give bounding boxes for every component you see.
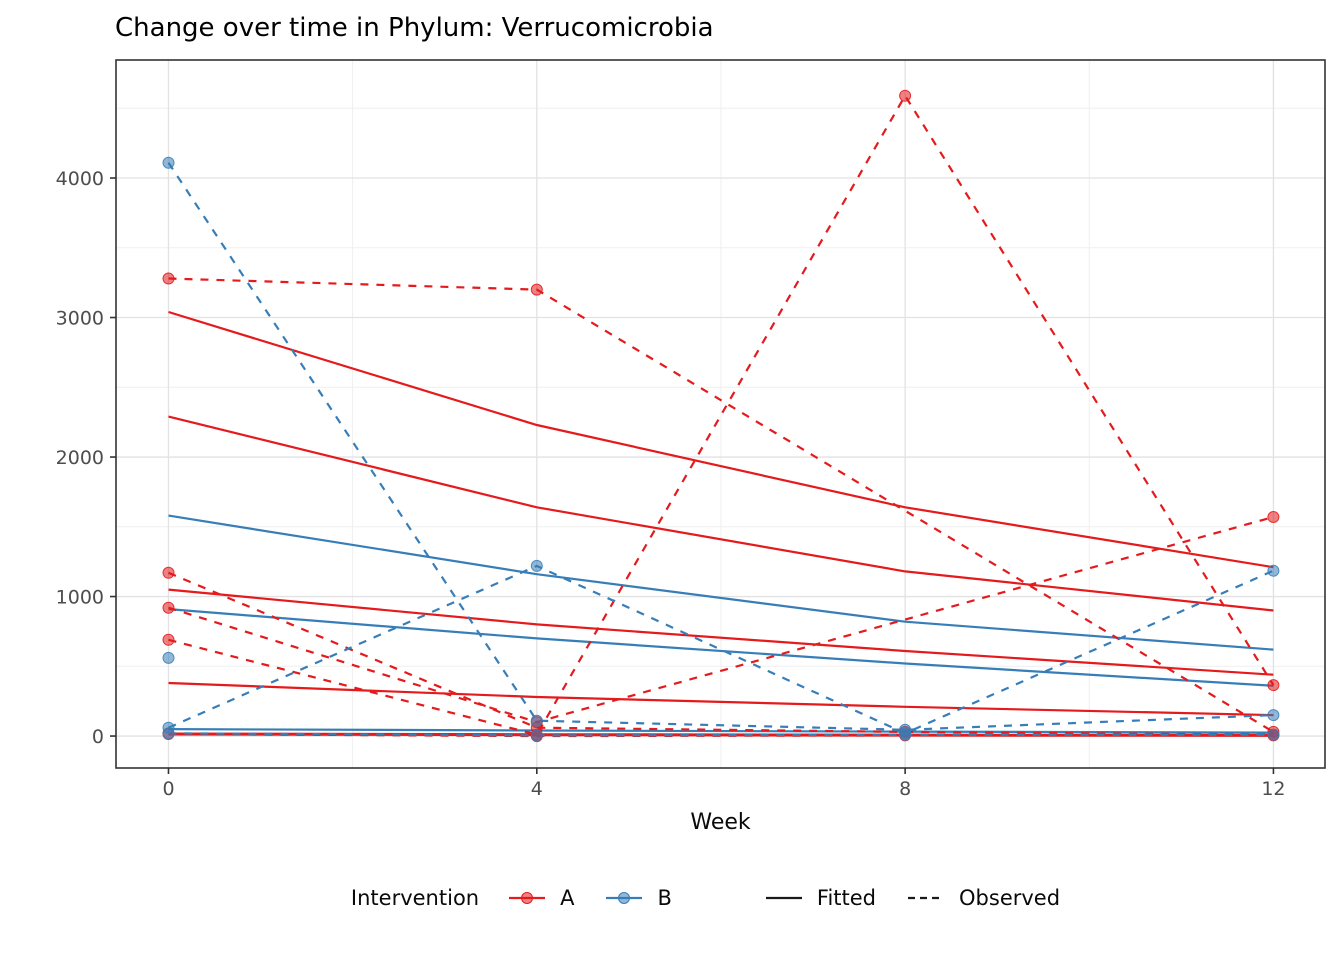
legend-key-observed — [908, 896, 945, 900]
data-point-B — [162, 651, 175, 664]
y-tick-label: 4000 — [56, 168, 104, 190]
legend-item-linetype-observed: Observed — [906, 886, 1090, 910]
series-line-fitted-A — [168, 415, 1274, 612]
data-point-B — [899, 728, 912, 741]
data-point-B — [1267, 564, 1280, 577]
y-tick-label: 0 — [92, 726, 104, 748]
plot-area: 0 4 8 12 0 1000 2000 3000 4000 — [56, 59, 1326, 800]
data-point-A — [162, 566, 175, 579]
panel-border — [115, 59, 1326, 769]
data-point-B — [162, 727, 175, 740]
x-axis-title: Week — [690, 810, 751, 835]
data-point-B — [530, 714, 543, 727]
data-point-A — [162, 601, 175, 614]
series-line-observed-B — [167, 162, 1274, 731]
data-point-A — [1267, 679, 1280, 692]
series-line-fitted-A — [168, 588, 1274, 676]
legend-item-linetype-fitted: Fitted — [764, 886, 906, 910]
data-point-A — [1267, 511, 1280, 523]
series-line-fitted-A — [168, 310, 1274, 569]
y-tick-label: 2000 — [56, 447, 104, 469]
series-line-fitted-B — [168, 608, 1274, 687]
x-tick-label: 12 — [1261, 778, 1285, 800]
data-point-B — [530, 729, 543, 742]
legend-key-B — [606, 892, 643, 904]
data-point-B — [1267, 709, 1280, 722]
legend-item-group-B: B — [604, 886, 701, 910]
legend-item-group-A: A — [507, 886, 604, 910]
legend-key-fitted — [765, 896, 802, 900]
x-tick-label: 0 — [162, 778, 174, 800]
legend-label-A: A — [560, 886, 575, 910]
y-tick-label: 1000 — [56, 587, 104, 609]
data-point-A — [530, 283, 543, 296]
x-tick-label: 4 — [531, 778, 543, 800]
legend-key-A — [509, 892, 546, 904]
series-line-fitted-B — [168, 514, 1274, 651]
x-tick-label: 8 — [899, 778, 911, 800]
data-point-A — [899, 89, 912, 102]
legend-items: A B Fitted Observed — [507, 886, 1090, 910]
legend: Intervention A B Fitted Observed — [116, 886, 1325, 910]
series-line-observed-A — [168, 571, 1274, 736]
legend-label-fitted: Fitted — [816, 886, 877, 910]
data-point-B — [530, 559, 543, 572]
legend-label-B: B — [657, 886, 672, 910]
data-point-A — [162, 272, 175, 285]
series-line-fitted-A — [168, 732, 1274, 737]
data-point-B — [1267, 728, 1280, 741]
data-point-B — [162, 156, 175, 169]
series-line-fitted-A — [168, 681, 1274, 717]
data-point-A — [162, 633, 175, 646]
legend-title: Intervention — [350, 886, 480, 910]
y-tick-label: 3000 — [56, 308, 104, 330]
series-line-observed-B — [168, 564, 1274, 735]
series-line-fitted-B — [168, 728, 1274, 734]
chart-title: Change over time in Phylum: Verrucomicro… — [115, 13, 714, 43]
legend-label-observed: Observed — [959, 886, 1061, 910]
